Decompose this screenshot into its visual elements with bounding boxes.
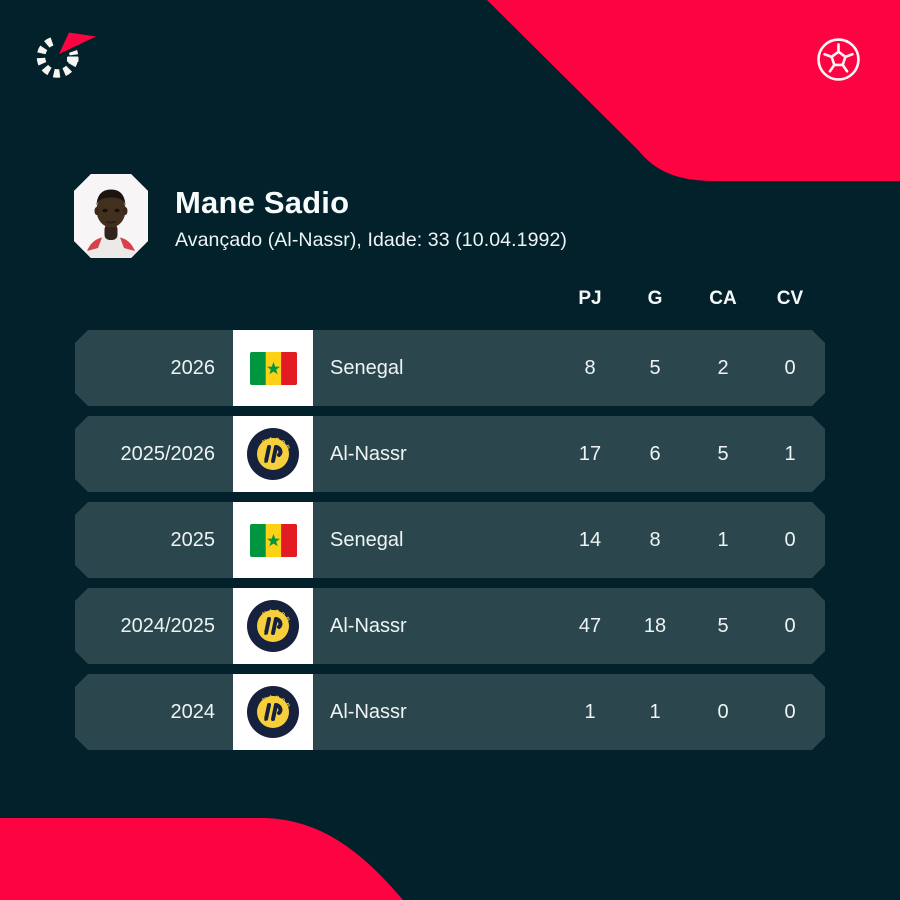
table-column-headers: PJ G CA CV <box>75 288 825 318</box>
season-label: 2024 <box>170 700 215 723</box>
senegal-flag-icon <box>250 352 297 385</box>
column-header-pj: PJ <box>578 288 602 309</box>
team-badge-cell: NASSR SAUDI CLUB <box>233 588 313 664</box>
stat-g: 8 <box>649 528 661 551</box>
stat-g: 6 <box>649 442 661 465</box>
stat-ca: 2 <box>717 356 729 379</box>
stat-pj: 17 <box>578 442 602 465</box>
team-label: Senegal <box>330 356 404 379</box>
stat-ca: 5 <box>717 442 729 465</box>
team-badge-cell: NASSR SAUDI CLUB <box>233 330 313 406</box>
al-nassr-badge-icon: NASSR SAUDI CLUB <box>246 685 300 739</box>
al-nassr-badge-icon: NASSR SAUDI CLUB <box>246 427 300 481</box>
stat-cv: 0 <box>784 614 796 637</box>
stat-pj: 8 <box>584 356 596 379</box>
stat-ca: 0 <box>717 700 729 723</box>
season-label: 2026 <box>170 356 215 379</box>
stats-rows: 2026 <box>75 330 825 760</box>
team-label: Senegal <box>330 528 404 551</box>
stat-ca: 1 <box>717 528 729 551</box>
table-row: 2025/2026 <box>75 416 825 492</box>
stat-cv: 0 <box>784 528 796 551</box>
season-label: 2024/2025 <box>120 614 215 637</box>
stat-g: 18 <box>643 614 667 637</box>
team-label: Al-Nassr <box>330 614 407 637</box>
player-details: Avançado (Al-Nassr), Idade: 33 (10.04.19… <box>175 229 567 251</box>
stat-g: 5 <box>649 356 661 379</box>
table-row: 2026 <box>75 330 825 406</box>
stat-pj: 1 <box>584 700 596 723</box>
table-row: 2025 <box>75 502 825 578</box>
team-badge-cell: NASSR SAUDI CLUB <box>233 674 313 750</box>
player-avatar <box>74 174 148 258</box>
stat-cv: 1 <box>784 442 796 465</box>
table-row: 2024 <box>75 674 825 750</box>
stat-pj: 47 <box>578 614 602 637</box>
stat-g: 1 <box>649 700 661 723</box>
senegal-flag-icon <box>250 524 297 557</box>
column-header-cv: CV <box>776 288 804 309</box>
team-badge-cell: NASSR SAUDI CLUB <box>233 416 313 492</box>
column-header-ca: CA <box>709 288 737 309</box>
bottom-left-accent-shape <box>0 818 403 900</box>
team-badge-cell: NASSR SAUDI CLUB <box>233 502 313 578</box>
table-row: 2024/2025 <box>75 588 825 664</box>
team-label: Al-Nassr <box>330 700 407 723</box>
al-nassr-badge-icon: NASSR SAUDI CLUB <box>246 599 300 653</box>
football-icon <box>817 38 860 81</box>
flashscore-logo-icon <box>36 31 98 78</box>
stat-pj: 14 <box>578 528 602 551</box>
stat-ca: 5 <box>717 614 729 637</box>
season-label: 2025/2026 <box>120 442 215 465</box>
player-name: Mane Sadio <box>175 185 350 220</box>
team-label: Al-Nassr <box>330 442 407 465</box>
season-label: 2025 <box>170 528 215 551</box>
stat-cv: 0 <box>784 356 796 379</box>
column-header-g: G <box>647 288 663 309</box>
top-right-accent-shape <box>487 0 900 181</box>
stat-cv: 0 <box>784 700 796 723</box>
player-photo <box>74 174 148 258</box>
